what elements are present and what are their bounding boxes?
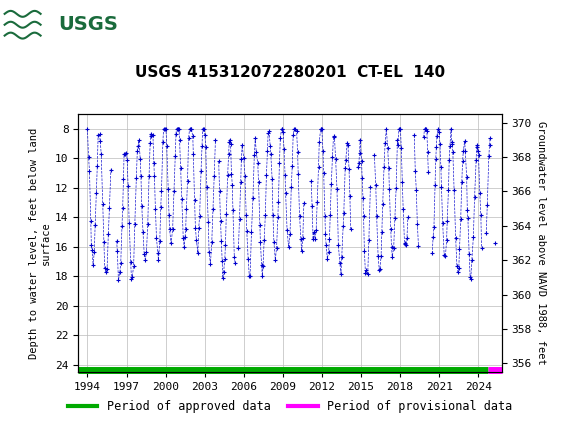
Legend: Period of approved data, Period of provisional data: Period of approved data, Period of provi… [63, 395, 517, 418]
Text: USGS 415312072280201  CT-EL  140: USGS 415312072280201 CT-EL 140 [135, 65, 445, 80]
Y-axis label: Depth to water level, feet below land
surface: Depth to water level, feet below land su… [30, 127, 51, 359]
Text: USGS: USGS [58, 15, 118, 34]
Y-axis label: Groundwater level above NAVD 1988, feet: Groundwater level above NAVD 1988, feet [536, 121, 546, 365]
